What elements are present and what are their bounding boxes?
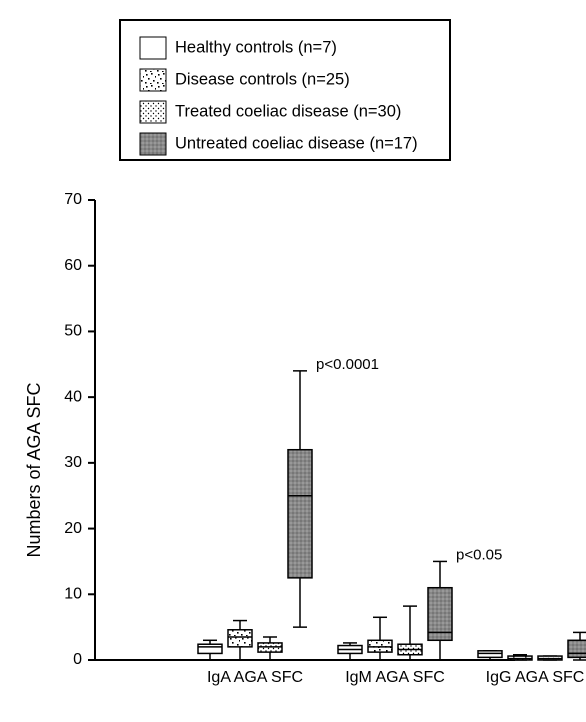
x-group-label: IgG AGA SFC [486, 669, 585, 686]
boxplot [568, 632, 586, 660]
chart-figure: Healthy controls (n=7) Disease controls (… [0, 0, 586, 722]
boxplot [428, 561, 452, 660]
boxplot [368, 617, 392, 660]
legend-label: Treated coeliac disease (n=30) [175, 102, 401, 120]
boxplot [338, 643, 362, 660]
legend-label: Healthy controls (n=7) [175, 38, 337, 56]
boxplot [258, 637, 282, 660]
y-tick-label: 50 [64, 323, 82, 340]
boxplot [288, 371, 312, 627]
legend: Healthy controls (n=7) Disease controls (… [120, 20, 450, 160]
box-rect [198, 644, 222, 653]
y-tick-label: 10 [64, 586, 82, 603]
boxplot [508, 655, 532, 660]
boxplot [228, 621, 252, 660]
y-tick-label: 40 [64, 388, 82, 405]
y-tick-label: 20 [64, 520, 82, 537]
legend-swatch [140, 133, 166, 155]
y-tick-label: 0 [73, 651, 82, 668]
x-group-label: IgM AGA SFC [345, 669, 445, 686]
legend-swatch [140, 37, 166, 59]
legend-label: Disease controls (n=25) [175, 70, 350, 88]
boxplot [398, 606, 422, 660]
box-rect [288, 450, 312, 578]
plot-area: 0 10 20 30 40 50 60 70 IgA AGA SFC IgM AGA SFC IgG… [64, 191, 586, 686]
boxplot [198, 640, 222, 660]
chart-svg: Healthy controls (n=7) Disease controls (… [0, 0, 586, 722]
x-group-label: IgA AGA SFC [207, 669, 303, 686]
y-axis-label: Numbers of AGA SFC [24, 382, 44, 557]
boxplot [538, 656, 562, 660]
legend-swatch [140, 101, 166, 123]
legend-swatch [140, 69, 166, 91]
p-value-annotation: p<0.0001 [316, 356, 379, 373]
legend-label: Untreated coeliac disease (n=17) [175, 134, 418, 152]
box-rect [228, 630, 252, 647]
y-tick-label: 30 [64, 454, 82, 471]
p-value-annotation: p<0.05 [456, 546, 502, 563]
y-tick-label: 70 [64, 191, 82, 208]
boxplot [478, 651, 502, 660]
y-tick-label: 60 [64, 257, 82, 274]
box-rect [568, 640, 586, 657]
